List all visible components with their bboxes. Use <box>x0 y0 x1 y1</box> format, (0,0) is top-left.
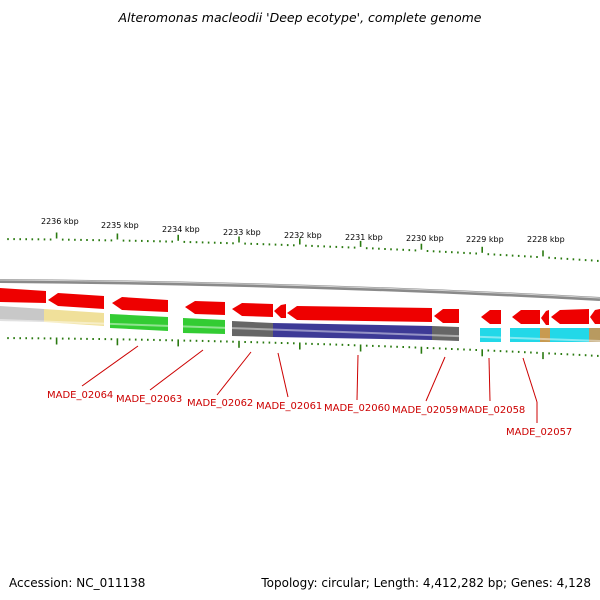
scale-label: 2236 kbp <box>41 217 79 226</box>
gene-arrow[interactable] <box>232 303 273 317</box>
scale-label: 2232 kbp <box>284 231 322 240</box>
scale-label: 2229 kbp <box>466 235 504 244</box>
map-title: Alteromonas macleodii 'Deep ecotype', co… <box>118 10 482 25</box>
leader-line <box>277 352 289 398</box>
gene-arrow[interactable] <box>512 310 540 324</box>
gene-track <box>0 288 600 325</box>
gene-label[interactable]: MADE_02057 <box>506 427 572 438</box>
leader-line <box>356 354 359 401</box>
gene-arrow[interactable] <box>112 297 168 312</box>
cog-bar <box>589 328 600 342</box>
gene-label[interactable]: MADE_02064 <box>47 390 113 401</box>
scale-label: 2228 kbp <box>527 235 565 244</box>
leader-line <box>488 357 491 402</box>
cog-bar <box>510 328 540 342</box>
gene-arrow[interactable] <box>551 309 589 324</box>
gene-label[interactable]: MADE_02059 <box>392 405 458 416</box>
gene-arrow[interactable] <box>590 309 600 324</box>
cog-bar <box>550 328 589 342</box>
cog-bar <box>232 321 273 337</box>
cog-bar <box>540 328 550 342</box>
leader-line <box>522 357 538 403</box>
label-leader-lines <box>81 345 538 423</box>
scale-label: 2233 kbp <box>223 228 261 237</box>
gene-arrow[interactable] <box>0 288 46 303</box>
scale-label: 2231 kbp <box>345 233 383 242</box>
leader-line <box>149 349 204 391</box>
cog-bar <box>183 318 225 334</box>
gene-arrow[interactable] <box>481 310 501 324</box>
leader-line <box>425 356 446 402</box>
genome-summary-text: Topology: circular; Length: 4,412,282 bp… <box>261 576 591 590</box>
gene-label[interactable]: MADE_02060 <box>324 403 390 414</box>
gene-label[interactable]: MADE_02058 <box>459 405 525 416</box>
gene-label[interactable]: MADE_02063 <box>116 394 182 405</box>
scale-labels: 2236 kbp 2235 kbp 2234 kbp 2233 kbp 2232… <box>41 217 565 244</box>
cog-bar <box>0 306 44 322</box>
gene-arrow[interactable] <box>274 304 286 318</box>
outer-scale-ticks <box>7 232 599 262</box>
cog-bar <box>432 326 459 341</box>
scale-label: 2234 kbp <box>162 225 200 234</box>
leader-line <box>216 351 252 396</box>
gene-arrow[interactable] <box>434 309 459 323</box>
gene-arrow[interactable] <box>287 306 432 322</box>
scale-label: 2230 kbp <box>406 234 444 243</box>
cog-bar <box>44 309 104 326</box>
scale-label: 2235 kbp <box>101 221 139 230</box>
cog-bar <box>110 314 168 331</box>
genome-backbone <box>0 279 600 301</box>
cog-bar <box>273 323 432 340</box>
cog-bar-shadow <box>0 319 600 342</box>
gene-arrow[interactable] <box>185 301 225 315</box>
gene-arrow[interactable] <box>48 293 104 309</box>
gene-labels: MADE_02064 MADE_02063 MADE_02062 MADE_02… <box>47 390 572 438</box>
gene-label[interactable]: MADE_02062 <box>187 398 253 409</box>
genome-backbone-highlight <box>0 279 600 299</box>
gene-arrow[interactable] <box>541 310 549 325</box>
inner-scale-ticks <box>7 337 599 360</box>
cog-category-track <box>0 306 600 342</box>
gene-label[interactable]: MADE_02061 <box>256 401 322 412</box>
accession-text: Accession: NC_011138 <box>9 576 146 590</box>
cog-bar <box>480 328 501 342</box>
leader-line <box>81 345 139 387</box>
